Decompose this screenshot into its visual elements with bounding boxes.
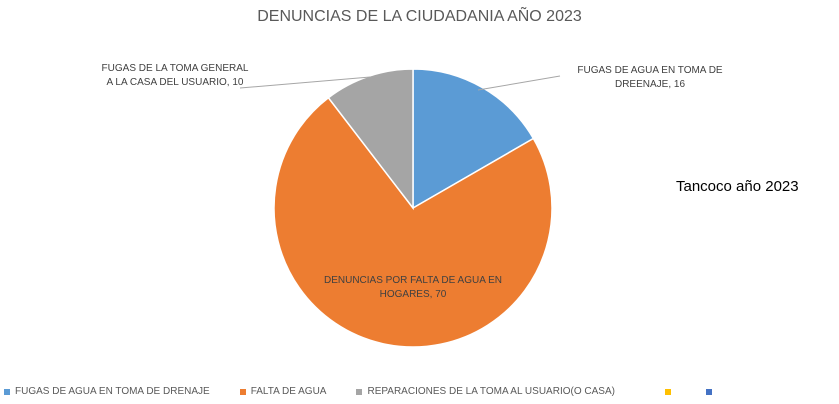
annotation: Tancoco año 2023: [676, 178, 799, 195]
leader-line: [239, 75, 383, 89]
legend-swatch: [356, 388, 363, 395]
legend-item: [705, 388, 717, 395]
legend-swatch: [239, 388, 246, 395]
pie-slice: [327, 68, 414, 211]
leader-line: [477, 75, 561, 91]
pie-slice: [412, 68, 535, 210]
data-label: FUGAS DE LA TOMA GENERAL A LA CASA DEL U…: [101, 63, 249, 88]
legend-item: FALTA DE AGUA: [239, 386, 327, 397]
data-label: DENUNCIAS POR FALTA DE AGUA EN HOGARES, …: [323, 275, 502, 300]
legend-item: [664, 388, 676, 395]
pie-slice: [273, 96, 553, 348]
data-label: FUGAS DE AGUA EN TOMA DE DREENAJE, 16: [577, 65, 723, 90]
legend-item: REPARACIONES DE LA TOMA AL USUARIO(O CAS…: [356, 386, 615, 397]
legend-swatch: [4, 388, 10, 395]
legend: FUGAS DE AGUA EN TOMA DE DRENAJE FALTA DE…: [4, 386, 747, 397]
legend-label: FALTA DE AGUA: [250, 386, 327, 397]
chart-title: DENUNCIAS DE LA CIUDADANIA AÑO 2023: [257, 8, 582, 25]
legend-label: FUGAS DE AGUA EN TOMA DE DRENAJE: [15, 386, 210, 397]
legend-item: FUGAS DE AGUA EN TOMA DE DRENAJE: [4, 386, 210, 397]
legend-label: REPARACIONES DE LA TOMA AL USUARIO(O CAS…: [367, 386, 615, 397]
